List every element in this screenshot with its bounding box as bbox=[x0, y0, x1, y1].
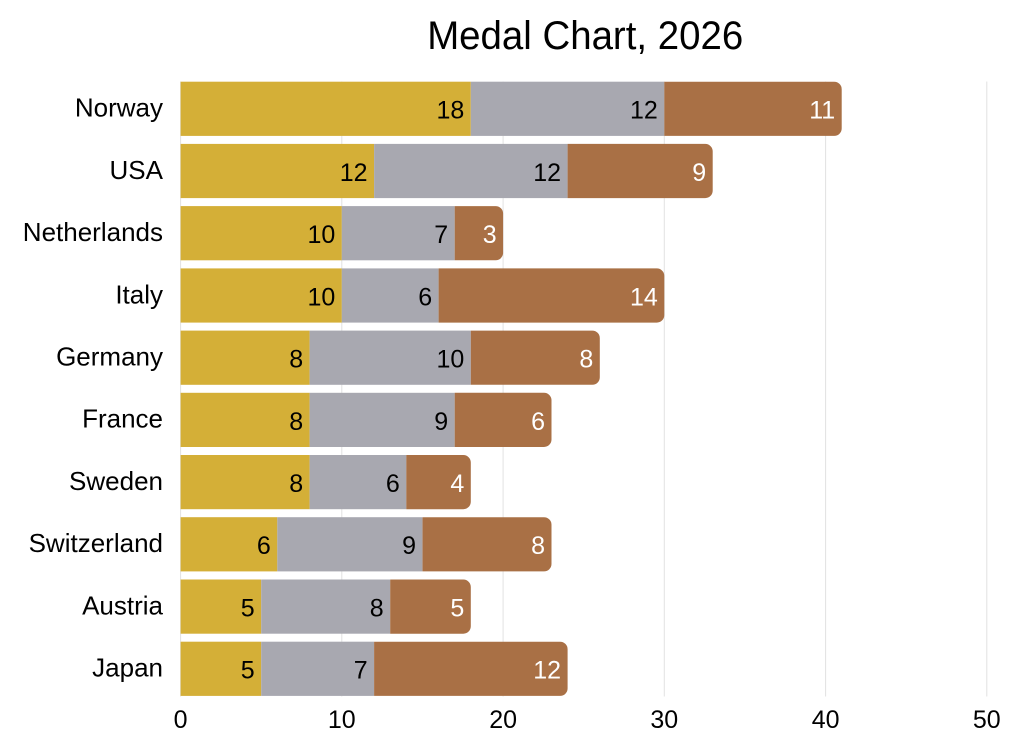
svg-text:USA: USA bbox=[110, 155, 164, 185]
svg-text:10: 10 bbox=[436, 346, 464, 374]
svg-text:12: 12 bbox=[533, 657, 561, 685]
svg-text:Sweden: Sweden bbox=[69, 466, 163, 496]
svg-text:40: 40 bbox=[812, 706, 840, 734]
svg-text:6: 6 bbox=[386, 470, 400, 498]
svg-text:8: 8 bbox=[579, 346, 593, 374]
svg-text:Japan: Japan bbox=[92, 653, 163, 683]
svg-text:4: 4 bbox=[450, 470, 464, 498]
svg-text:9: 9 bbox=[692, 159, 706, 187]
svg-text:8: 8 bbox=[289, 470, 303, 498]
svg-text:10: 10 bbox=[307, 283, 335, 311]
svg-text:Switzerland: Switzerland bbox=[29, 528, 163, 558]
svg-text:Norway: Norway bbox=[75, 93, 163, 123]
svg-text:7: 7 bbox=[354, 657, 368, 685]
svg-text:Netherlands: Netherlands bbox=[23, 217, 163, 247]
svg-text:10: 10 bbox=[307, 221, 335, 249]
svg-text:6: 6 bbox=[418, 283, 432, 311]
svg-text:Austria: Austria bbox=[82, 590, 163, 620]
svg-text:5: 5 bbox=[241, 595, 255, 623]
svg-text:6: 6 bbox=[257, 532, 271, 560]
svg-text:8: 8 bbox=[370, 595, 384, 623]
svg-text:9: 9 bbox=[402, 532, 416, 560]
svg-text:11: 11 bbox=[809, 97, 835, 125]
svg-text:18: 18 bbox=[436, 97, 464, 125]
svg-text:0: 0 bbox=[174, 706, 188, 734]
svg-text:10: 10 bbox=[328, 706, 356, 734]
svg-text:8: 8 bbox=[289, 346, 303, 374]
svg-text:20: 20 bbox=[489, 706, 517, 734]
svg-text:5: 5 bbox=[241, 657, 255, 685]
svg-text:6: 6 bbox=[531, 408, 545, 436]
svg-text:Italy: Italy bbox=[115, 279, 163, 309]
svg-text:12: 12 bbox=[340, 159, 368, 187]
svg-text:30: 30 bbox=[650, 706, 678, 734]
svg-text:14: 14 bbox=[630, 283, 658, 311]
svg-text:France: France bbox=[82, 404, 163, 434]
svg-text:50: 50 bbox=[973, 706, 1001, 734]
svg-text:8: 8 bbox=[531, 532, 545, 560]
svg-text:5: 5 bbox=[450, 595, 464, 623]
svg-text:7: 7 bbox=[434, 221, 448, 249]
svg-text:12: 12 bbox=[630, 97, 658, 125]
svg-text:9: 9 bbox=[434, 408, 448, 436]
svg-text:Medal Chart, 2026: Medal Chart, 2026 bbox=[427, 14, 743, 58]
svg-text:Germany: Germany bbox=[56, 342, 163, 372]
svg-text:8: 8 bbox=[289, 408, 303, 436]
svg-text:3: 3 bbox=[483, 221, 497, 249]
svg-text:12: 12 bbox=[533, 159, 561, 187]
